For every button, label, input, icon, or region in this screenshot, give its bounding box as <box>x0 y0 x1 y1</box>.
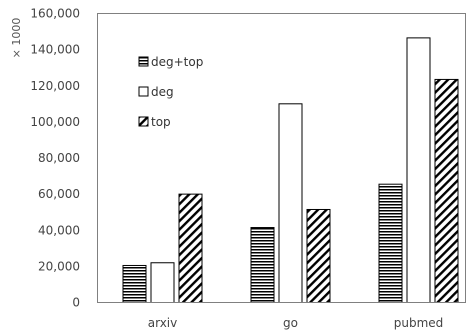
legend-swatch-deg-top <box>138 56 149 67</box>
bar-top-go <box>306 208 331 303</box>
y-tick-label: 140,000 <box>30 43 80 57</box>
y-tick-label: 160,000 <box>30 7 80 21</box>
legend: deg+top deg top <box>138 55 203 129</box>
y-tick-label: 20,000 <box>38 259 80 273</box>
legend-label: deg <box>151 85 174 99</box>
x-tick-label-go: go <box>283 316 298 330</box>
x-axis-labels: arxiv go pubmed <box>148 316 444 330</box>
y-tick-label: 40,000 <box>38 223 80 237</box>
legend-swatch-deg <box>138 86 149 97</box>
bar-deg-top-go <box>250 227 275 303</box>
plot-frame <box>97 13 466 303</box>
bar-deg-arxiv <box>150 262 175 304</box>
bar-deg-top-pubmed <box>378 183 403 303</box>
y-tick-label: 100,000 <box>30 115 80 129</box>
bar-top-arxiv <box>178 193 203 303</box>
y-tick-label: 120,000 <box>30 79 80 93</box>
legend-label: deg+top <box>151 55 203 69</box>
y-unit-label: × 1000 <box>10 18 23 59</box>
y-axis-ticks: 0 20,000 40,000 60,000 80,000 100,000 120,000 1… <box>30 7 80 310</box>
y-tick-label: 0 <box>72 296 80 310</box>
bars <box>122 37 459 304</box>
bar-deg-top-arxiv <box>122 264 147 303</box>
bar-top-pubmed <box>434 78 459 303</box>
bar-deg-go <box>278 103 303 303</box>
legend-label: top <box>151 115 171 129</box>
x-tick-label-arxiv: arxiv <box>148 316 178 330</box>
x-tick-label-pubmed: pubmed <box>394 316 444 330</box>
y-tick-label: 60,000 <box>38 187 80 201</box>
y-tick-label: 80,000 <box>38 151 80 165</box>
legend-swatch-top <box>138 116 149 127</box>
bar-deg-pubmed <box>406 37 431 304</box>
